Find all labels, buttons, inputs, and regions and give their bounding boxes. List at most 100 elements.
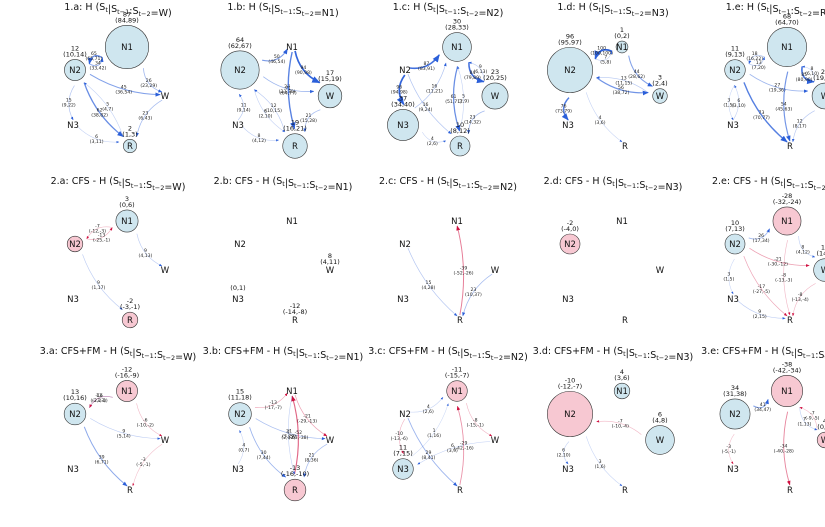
node-ci: (-16,-9): [115, 371, 139, 379]
panel-3a: 3.a: CFS+FM - H (St|St−1:St−2=W)13(2,23)…: [40, 346, 196, 496]
node-circle-n2: [66, 235, 84, 253]
node-label-w: W: [161, 266, 170, 276]
node-label-n1: N1: [781, 387, 793, 397]
node-value: 23: [491, 68, 499, 76]
node-label-n1: N1: [616, 387, 628, 397]
node-label-n3: N3: [727, 121, 739, 131]
node-value: 30: [453, 18, 461, 26]
node-value: 87: [123, 10, 131, 18]
edge-ci: (9,22): [62, 103, 76, 109]
node-label-r: R: [622, 142, 628, 152]
node-layer: N1 1(0,2) N2 96(95,97) N3 W 3(2,4) R: [547, 26, 668, 152]
edge-value: 13: [756, 60, 762, 66]
edge-ci: (-23,-1): [91, 398, 108, 404]
edge-ci: (23,30): [279, 89, 296, 95]
edge-value: -6: [143, 418, 148, 424]
title-part: :S: [317, 350, 326, 361]
edge-N2-to-N3: [728, 85, 735, 121]
node-value: 3: [658, 74, 662, 82]
node-circle-w: [317, 83, 343, 109]
edge-N1-to-N2: [86, 226, 113, 240]
edge-N2-to-W: [749, 73, 809, 93]
title-part: :S: [622, 6, 631, 17]
panel-2e: 2.e: CFS - H (St|St−1:St−2=R)26(17,34)8(…: [712, 176, 825, 326]
node-circle-n2: [724, 233, 746, 255]
node-label-w: W: [656, 92, 665, 102]
edge-ci: (4,28): [422, 285, 436, 291]
edge-value: -8: [473, 418, 478, 424]
edge-ci: (2,12): [281, 435, 295, 441]
edge-ci: (1,5): [723, 102, 734, 108]
node-circle-n2: [547, 391, 593, 437]
edge-value: 12: [797, 118, 803, 124]
title-subscript: t−2: [480, 184, 492, 192]
node-label-n2: N2: [729, 66, 741, 76]
node-label-n2: N2: [399, 410, 411, 420]
node-label-n3: N3: [232, 465, 244, 475]
edge-ci: (23,29): [140, 83, 157, 89]
node-label-r: R: [127, 316, 133, 326]
edge-W-to-R: [303, 443, 328, 478]
title-part: 2.a: CFS - H (S: [51, 176, 119, 187]
edge-W-to-N2: [596, 76, 649, 93]
node-label-r: R: [787, 486, 793, 496]
edge-N3-to-R: [242, 126, 280, 142]
node-label-n3: N3: [232, 295, 244, 305]
node-label-n2: N2: [234, 66, 246, 76]
edge-value: 21: [309, 453, 315, 459]
edge-N2-to-R: [407, 73, 452, 135]
edge-R-to-N1: [291, 395, 299, 475]
title-part: |S: [626, 348, 635, 359]
node-label-n2: N2: [69, 66, 81, 76]
edge-value: 23: [470, 287, 476, 293]
node-label-r: R: [292, 316, 298, 326]
edge-ci: (-13,-3): [775, 278, 792, 284]
node-circle-n2: [63, 402, 87, 426]
node-label-n1: N1: [286, 43, 298, 53]
edge-value: 4: [427, 404, 430, 410]
edge-N2-to-N1: [753, 398, 769, 409]
edge-ci: (65,71): [86, 56, 103, 62]
node-label-n2: N2: [729, 410, 741, 420]
node-label-n2: N2: [564, 410, 576, 420]
edge-layer: 13(2,23) 9(5,14) -6(-10,-2) -16(-23,-1) 39(6…: [83, 393, 163, 487]
title-subscript: t−2: [491, 354, 503, 362]
title-subscript: t−1: [280, 8, 292, 16]
edge-N2-to-W: [89, 73, 161, 97]
node-label-r: R: [622, 316, 628, 326]
edge-layer: 50(46,54) 94(90,98) 27(23,30)71(64,77) 6(2,…: [237, 48, 321, 144]
node-label-n2: N2: [399, 66, 411, 76]
node-value: -10: [565, 376, 576, 384]
edge-ci: (-30,-12): [768, 262, 788, 268]
node-ci: (10,16): [63, 394, 87, 402]
edge-ci: (5,8): [600, 60, 611, 66]
node-label-w: W: [656, 266, 665, 276]
edge-N2-to-W: [596, 77, 649, 96]
edge-ci: (8,41): [422, 455, 436, 461]
edge-value: -7: [95, 224, 100, 230]
edge-value: -3: [726, 444, 731, 450]
node-label-n1: N1: [121, 217, 133, 227]
title-subscript: t−2: [645, 184, 657, 192]
edge-ci: (-13,-6): [391, 436, 408, 442]
node-circle-n1: [772, 206, 802, 236]
edge-layer: -13(-25,-1)-7(-12,-3)9(4,13)9(1,17): [82, 224, 163, 310]
edge-ci: (8,36): [305, 458, 319, 464]
node-label-w: W: [161, 92, 170, 102]
title-subscript: t−1: [803, 352, 815, 360]
title-subscript: t−2: [163, 354, 175, 362]
node-label-r: R: [787, 316, 793, 326]
node-label-n2: N2: [729, 240, 741, 250]
title-subscript: t−2: [632, 10, 644, 18]
node-circle-w: [481, 82, 509, 110]
edge-ci: (-29,-13): [297, 419, 317, 425]
title-subscript: t−2: [152, 184, 164, 192]
edge-value: 16: [432, 83, 438, 89]
edge-N1-to-R: [287, 51, 296, 130]
node-ci: (95,97): [558, 38, 582, 46]
node-circle-r: [282, 133, 308, 159]
edge-ci: (-27,-5): [753, 289, 770, 295]
node-ci: (3,6): [614, 374, 629, 382]
node-label-n1: N1: [616, 217, 628, 227]
